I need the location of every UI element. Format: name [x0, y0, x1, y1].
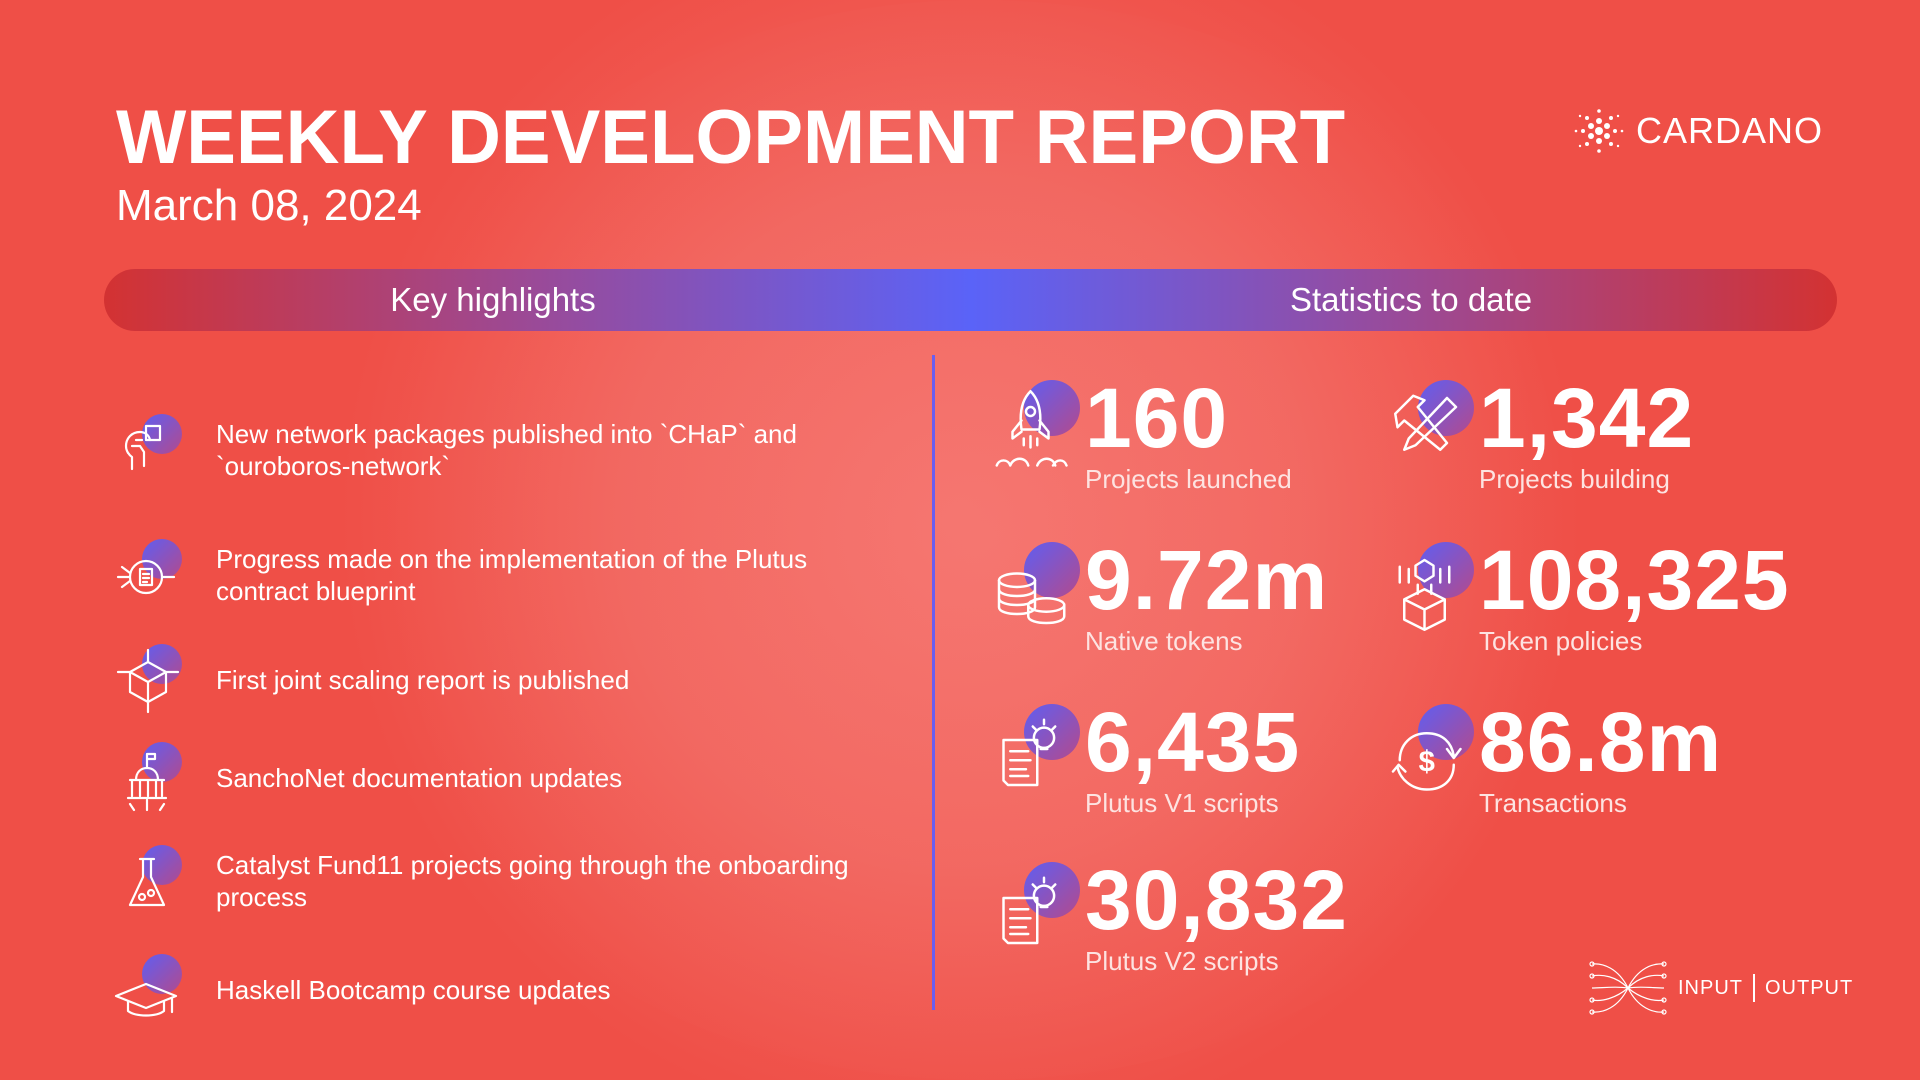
stat-label: Token policies: [1479, 626, 1643, 656]
stat-value: 30,832: [1085, 853, 1348, 947]
column-divider: [932, 355, 935, 1010]
statistics-heading: Statistics to date: [1289, 281, 1533, 318]
stat-value: 1,342: [1479, 371, 1695, 465]
stat-value: 9.72m: [1085, 533, 1329, 627]
rocket-icon: [990, 380, 1080, 470]
transaction-icon: $: [1384, 704, 1474, 794]
stat-label: Transactions: [1479, 788, 1627, 818]
highlight-text: Progress made on the implementation of t…: [216, 544, 808, 606]
coins-icon: [990, 542, 1080, 632]
cardano-wordmark: CARDANO: [1636, 110, 1824, 151]
script-icon: [990, 862, 1080, 952]
highlight-text: New network packages published into `CHa…: [216, 419, 797, 481]
cardano-logo: CARDANO: [1572, 104, 1823, 158]
stat-label: Projects building: [1479, 464, 1670, 494]
page-title: WEEKLY DEVELOPMENT REPORT: [116, 95, 1346, 180]
input-wordmark: INPUT: [1678, 977, 1743, 999]
stat-value: 160: [1085, 371, 1229, 465]
section-header-bar: Key highlights Statistics to date: [104, 269, 1837, 331]
input-output-logo: INPUT OUTPUT: [1588, 958, 1853, 1018]
stat-label: Plutus V1 scripts: [1085, 788, 1279, 818]
report-date: March 08, 2024: [116, 181, 422, 230]
stat-label: Native tokens: [1085, 626, 1243, 656]
highlight-text: SanchoNet documentation updates: [216, 763, 623, 793]
stat-label: Plutus V2 scripts: [1085, 946, 1279, 976]
stat-value: 108,325: [1479, 533, 1790, 627]
tools-icon: [1384, 380, 1474, 470]
flask-icon: [110, 843, 186, 919]
highlight-text: First joint scaling report is published: [216, 665, 630, 695]
highlight-item: SanchoNet documentation updates: [110, 740, 896, 816]
highlight-text: Haskell Bootcamp course updates: [216, 975, 611, 1005]
script-icon: [990, 704, 1080, 794]
stat-value: 86.8m: [1479, 695, 1723, 789]
svg-text:$: $: [1419, 747, 1435, 779]
stat-value: 6,435: [1085, 695, 1301, 789]
highlight-item: New network packages published into `CHa…: [110, 412, 896, 488]
graduation-cap-icon: [110, 952, 186, 1028]
brain-chip-icon: [110, 412, 186, 488]
logo-separator: [1753, 974, 1755, 1002]
highlight-item: Catalyst Fund11 projects going through t…: [110, 843, 896, 919]
cube-network-icon: [110, 642, 186, 718]
highlight-item: Progress made on the implementation of t…: [110, 537, 896, 613]
document-network-icon: [110, 537, 186, 613]
highlight-item: First joint scaling report is published: [110, 642, 896, 718]
output-wordmark: OUTPUT: [1765, 977, 1854, 999]
stat-label: Projects launched: [1085, 464, 1292, 494]
government-building-icon: [110, 740, 186, 816]
highlight-item: Haskell Bootcamp course updates: [110, 952, 896, 1028]
highlight-text: Catalyst Fund11 projects going through t…: [216, 850, 849, 912]
token-box-icon: [1384, 542, 1474, 632]
input-output-butterfly-icon: [1589, 961, 1667, 1015]
cardano-logo-icon: [1574, 109, 1624, 153]
key-highlights-heading: Key highlights: [390, 281, 596, 318]
